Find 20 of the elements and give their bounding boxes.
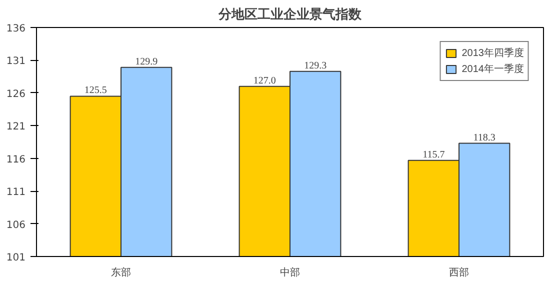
data-label: 115.7 bbox=[422, 149, 445, 160]
y-tick-label: 101 bbox=[6, 252, 26, 264]
y-tick-label: 136 bbox=[6, 24, 26, 34]
y-tick-label: 106 bbox=[6, 220, 26, 231]
legend-label: 2014年一季度 bbox=[462, 62, 524, 76]
y-tick-label: 111 bbox=[6, 187, 26, 198]
y-tick-label: 131 bbox=[6, 56, 26, 68]
legend-label: 2013年四季度 bbox=[462, 46, 524, 60]
data-label: 118.3 bbox=[473, 132, 496, 144]
data-label: 125.5 bbox=[84, 85, 107, 96]
data-label: 129.9 bbox=[135, 56, 158, 68]
chart-title: 分地区工业企业景气指数 bbox=[218, 8, 362, 22]
x-tick-label: 东部 bbox=[111, 266, 131, 278]
y-tick-label: 121 bbox=[6, 122, 26, 133]
x-tick-label: 西部 bbox=[449, 266, 469, 278]
data-label: 127.0 bbox=[253, 75, 276, 86]
data-label: 129.3 bbox=[304, 60, 327, 72]
x-tick-label: 中部 bbox=[280, 266, 300, 278]
y-tick-label: 116 bbox=[6, 154, 26, 166]
y-tick-label: 126 bbox=[6, 88, 26, 100]
